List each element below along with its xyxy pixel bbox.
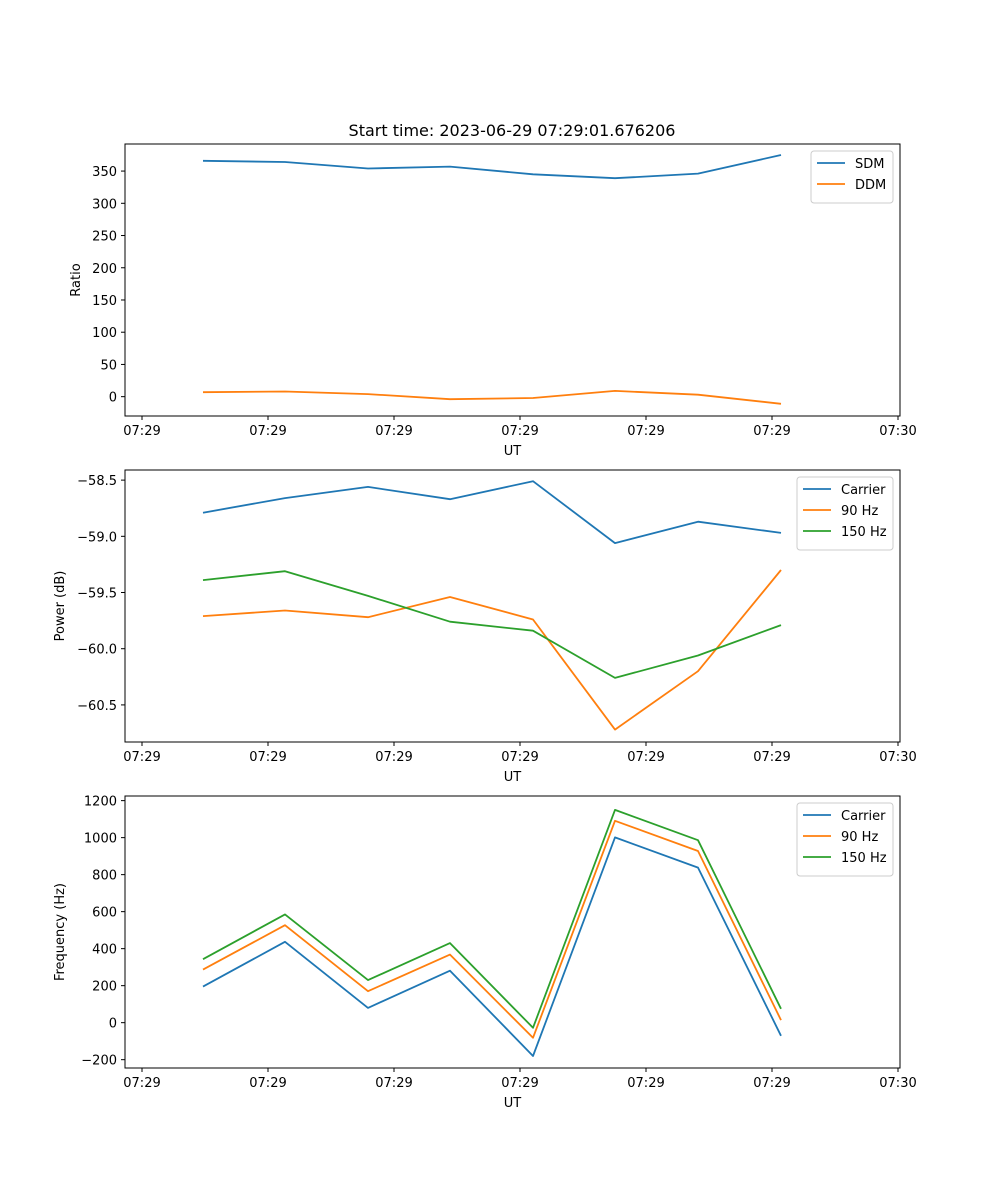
- y-axis-label: Frequency (Hz): [53, 883, 68, 981]
- y-tick-label: −60.0: [77, 643, 117, 658]
- x-axis-label: UT: [504, 444, 522, 459]
- legend-entry: 90 Hz: [841, 504, 878, 519]
- x-tick-label: 07:29: [375, 424, 412, 439]
- y-tick-label: −200: [81, 1054, 117, 1069]
- y-tick-label: −59.0: [77, 530, 117, 545]
- y-tick-label: 300: [92, 197, 117, 212]
- y-tick-label: 350: [92, 165, 117, 180]
- legend-entry: 150 Hz: [841, 851, 887, 866]
- y-tick-label: 600: [92, 906, 117, 921]
- y-axis-label: Ratio: [69, 263, 84, 296]
- y-axis-label: Power (dB): [53, 571, 68, 642]
- plot-frame: [124, 469, 901, 743]
- x-tick-label: 07:29: [123, 750, 160, 765]
- x-tick-label: 07:29: [123, 424, 160, 439]
- series-line-150-hz: [202, 570, 782, 679]
- legend-box: [810, 150, 894, 204]
- x-tick-label: 07:29: [501, 1076, 538, 1091]
- y-tick-label: 150: [92, 294, 117, 309]
- legend-entry: Carrier: [841, 483, 886, 498]
- chart-title: Start time: 2023-06-29 07:29:01.676206: [349, 121, 676, 140]
- y-tick-label: 200: [92, 980, 117, 995]
- y-tick-label: 0: [109, 1017, 117, 1032]
- y-tick-label: 1200: [84, 795, 117, 810]
- legend-entry: SDM: [855, 157, 884, 172]
- series-line-sdm: [202, 154, 782, 180]
- x-tick-label: 07:30: [879, 424, 916, 439]
- x-axis-label: UT: [504, 770, 522, 785]
- x-tick-label: 07:29: [249, 1076, 286, 1091]
- x-tick-label: 07:29: [753, 1076, 790, 1091]
- x-tick-label: 07:29: [123, 1076, 160, 1091]
- y-tick-label: 800: [92, 869, 117, 884]
- y-tick-label: 100: [92, 326, 117, 341]
- plot-frame: [124, 143, 901, 417]
- series-line-150-hz: [202, 809, 782, 1029]
- x-tick-label: 07:30: [879, 750, 916, 765]
- legend-entry: 150 Hz: [841, 525, 887, 540]
- x-tick-label: 07:29: [627, 424, 664, 439]
- legend-entry: Carrier: [841, 809, 886, 824]
- x-tick-label: 07:29: [753, 750, 790, 765]
- x-tick-label: 07:29: [627, 750, 664, 765]
- y-tick-label: −59.5: [77, 587, 117, 602]
- x-tick-label: 07:29: [501, 750, 538, 765]
- y-tick-label: 50: [100, 358, 117, 373]
- x-tick-label: 07:29: [753, 424, 790, 439]
- series-line-90-hz: [202, 569, 782, 731]
- x-tick-label: 07:29: [249, 424, 286, 439]
- y-tick-label: −58.5: [77, 474, 117, 489]
- y-tick-label: 0: [109, 391, 117, 406]
- series-line-90-hz: [202, 819, 782, 1039]
- legend-entry: 90 Hz: [841, 830, 878, 845]
- y-tick-label: 200: [92, 262, 117, 277]
- series-line-ddm: [202, 389, 782, 405]
- y-tick-label: 1000: [84, 832, 117, 847]
- x-tick-label: 07:29: [375, 750, 412, 765]
- x-tick-label: 07:30: [879, 1076, 916, 1091]
- legend-entry: DDM: [855, 178, 886, 193]
- y-tick-label: 400: [92, 943, 117, 958]
- power-panel: 07:29 07:29 07:29 07:29 07:29 07:29 07:30 UT −60…: [53, 469, 917, 785]
- x-axis-label: UT: [504, 1096, 522, 1111]
- x-tick-label: 07:29: [249, 750, 286, 765]
- series-line-carrier: [202, 480, 782, 544]
- x-tick-label: 07:29: [627, 1076, 664, 1091]
- ratio-panel: 07:29 07:29 07:29 07:29 07:29 07:29 07:30 UT 0 50…: [69, 143, 917, 459]
- series-line-carrier: [202, 836, 782, 1057]
- y-tick-label: −60.5: [77, 699, 117, 714]
- plot-frame: [124, 795, 901, 1069]
- frequency-panel: 07:29 07:29 07:29 07:29 07:29 07:29 07:30 UT −20…: [53, 795, 917, 1111]
- y-tick-label: 250: [92, 230, 117, 245]
- x-tick-label: 07:29: [501, 424, 538, 439]
- x-tick-label: 07:29: [375, 1076, 412, 1091]
